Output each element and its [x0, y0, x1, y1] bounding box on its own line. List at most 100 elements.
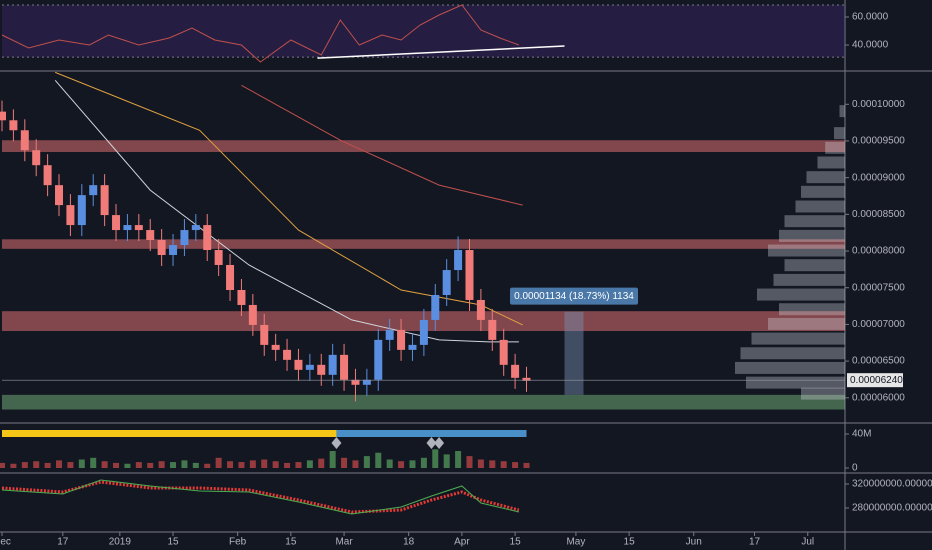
- y-tick-label: 0.00008500: [852, 209, 905, 220]
- volume-bar: [466, 456, 473, 469]
- candle-body: [431, 294, 440, 320]
- x-tick-label: 2019: [109, 537, 132, 548]
- volume-bar: [375, 452, 382, 469]
- line: [317, 45, 565, 59]
- x-tick-label: 15: [285, 537, 297, 548]
- candle-body: [66, 205, 75, 226]
- volume-bar: [409, 460, 416, 469]
- volume-bar: [284, 462, 291, 469]
- x-tick-label: 17: [749, 537, 761, 548]
- candle-body: [180, 230, 189, 246]
- volume-bar: [44, 462, 51, 469]
- candle-body: [214, 250, 223, 265]
- candle-body: [203, 225, 212, 251]
- x-tick-label: Feb: [229, 537, 247, 548]
- volume-bar: [101, 461, 108, 469]
- candle-body: [260, 324, 269, 345]
- candle-body: [32, 150, 41, 166]
- zone: [2, 140, 845, 152]
- line: [1, 4, 520, 63]
- candle-body: [271, 344, 280, 350]
- volume-bar: [215, 457, 222, 469]
- volume-bar: [10, 463, 17, 469]
- volume-bar: [21, 462, 28, 469]
- y-tick-label: 0.00006000: [852, 392, 905, 403]
- volume-profile-bar: [768, 317, 845, 330]
- volume-profile-bar: [834, 127, 845, 140]
- volume-bar: [272, 461, 279, 469]
- volume-bar: [90, 457, 97, 469]
- volume-bar: [204, 463, 211, 469]
- volume-bar: [249, 460, 256, 469]
- zone: [2, 239, 845, 249]
- y-tick-label: 0.00007000: [852, 319, 905, 330]
- y-tick-label: 60.0000: [852, 12, 889, 23]
- candle-body: [340, 354, 349, 380]
- volume-bar: [113, 462, 120, 469]
- candle-body: [465, 250, 474, 300]
- volume-bar: [341, 457, 348, 469]
- candle-body: [374, 339, 383, 380]
- volume-profile-bar: [801, 387, 845, 400]
- measure-label-bg: [510, 287, 639, 305]
- candle-body: [77, 195, 86, 226]
- band: [2, 4, 845, 58]
- candle-body: [20, 130, 29, 151]
- candle-body: [146, 230, 155, 241]
- volume-bar: [420, 457, 427, 469]
- volume-profile-bar: [825, 141, 845, 154]
- x-tick-label: Mar: [335, 537, 353, 548]
- candle-body: [305, 364, 314, 370]
- candle-body: [511, 364, 520, 378]
- candle-body: [294, 359, 303, 370]
- candle-body: [283, 349, 292, 360]
- volume-profile-bar: [735, 361, 845, 374]
- volume-bar: [181, 460, 188, 469]
- volume-bar: [477, 459, 484, 469]
- volume-profile-bar: [817, 156, 845, 169]
- volume-profile-bar: [806, 171, 845, 184]
- line: [54, 79, 519, 343]
- x-tick-label: Jul: [801, 537, 814, 548]
- volume-profile-bar: [768, 244, 845, 257]
- y-tick-label: 0: [852, 463, 858, 474]
- volume-bar: [386, 459, 393, 469]
- candle-body: [397, 329, 406, 350]
- line: [1, 480, 520, 514]
- signal-marker: [426, 437, 437, 449]
- volume-bar: [318, 458, 325, 469]
- y-tick-label: 0.00008000: [852, 246, 905, 257]
- volume-bar: [523, 462, 530, 469]
- volume-bar: [0, 462, 5, 469]
- candle-body: [419, 319, 428, 345]
- volume-bar: [352, 460, 359, 469]
- x-tick-label: 15: [624, 537, 636, 548]
- volume-profile-bar: [746, 376, 845, 389]
- volume-bar: [306, 460, 313, 469]
- y-tick-label: 0.00009000: [852, 172, 905, 183]
- volume-bar: [443, 454, 450, 469]
- candle-body: [0, 111, 6, 121]
- signal-marker: [434, 437, 445, 449]
- volume-bar: [329, 451, 336, 469]
- last-price-label: 0.00006240: [850, 375, 903, 386]
- measure-box: [564, 311, 584, 395]
- volume-profile-bar: [779, 303, 845, 316]
- volume-profile-bar: [839, 105, 845, 118]
- volume-profile-bar: [740, 347, 845, 360]
- signal-marker: [331, 437, 342, 449]
- candle-body: [362, 379, 371, 385]
- volume-profile-bar: [795, 200, 845, 213]
- volume-bar: [238, 462, 245, 469]
- x-tick-label: Dec: [0, 537, 11, 548]
- candle-body: [442, 270, 451, 295]
- volume-bar: [363, 456, 370, 469]
- volume-bar: [512, 462, 519, 469]
- volume-profile-bar: [779, 229, 845, 242]
- y-tick-label: 40M: [852, 429, 871, 440]
- y-tick-label: 320000000.00000000: [852, 479, 932, 490]
- volume-profile-bar: [773, 273, 845, 286]
- y-tick-label: 0.00010000: [852, 99, 905, 110]
